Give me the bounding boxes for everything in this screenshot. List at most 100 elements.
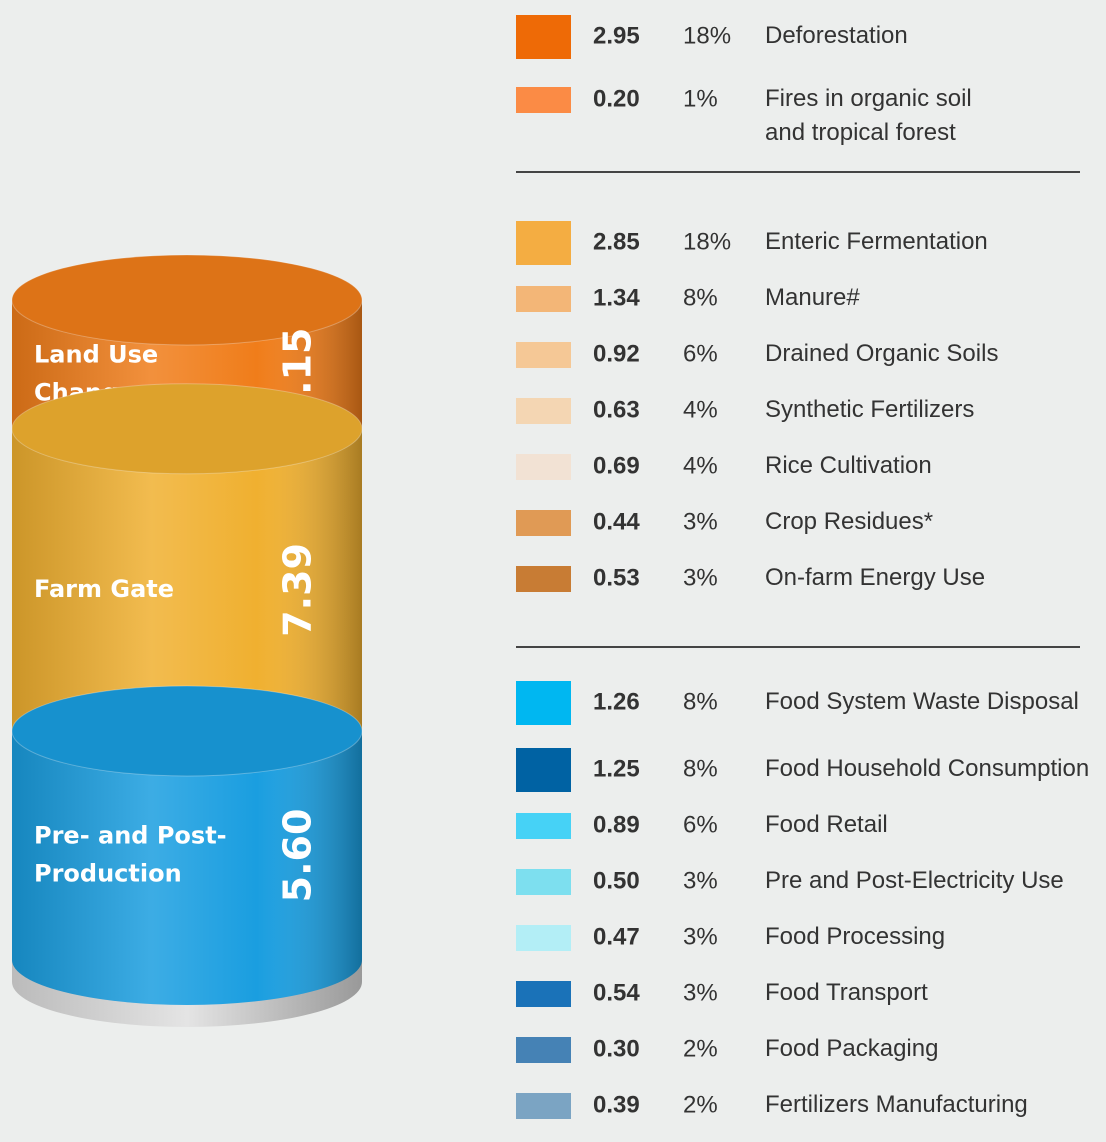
- item-value: 0.39: [593, 1091, 640, 1118]
- segment-top: [11, 254, 363, 346]
- segment-value: 7.39: [276, 543, 320, 637]
- item-label-line: On-farm Energy Use: [765, 564, 985, 591]
- legend-swatch: [516, 342, 571, 368]
- item-value: 0.69: [593, 452, 640, 479]
- segment-top-shade: [12, 686, 362, 777]
- item-label-line: Food Processing: [765, 923, 945, 950]
- item-share: 4%: [683, 396, 718, 423]
- legend-swatch: [516, 748, 571, 792]
- legend-swatch: [516, 286, 571, 312]
- segment-shade: [12, 428, 362, 776]
- item-share: 18%: [683, 228, 731, 255]
- item-label-line: Drained Organic Soils: [765, 340, 998, 367]
- item-label-line: Synthetic Fertilizers: [765, 396, 974, 423]
- item-label: On-farm Energy Use: [765, 564, 985, 591]
- item-label-line: Food Household Consumption: [765, 755, 1089, 782]
- segment-value: 5.60: [276, 809, 320, 903]
- item-value: 0.47: [593, 923, 640, 950]
- item-value: 0.63: [593, 396, 640, 423]
- item-label: Deforestation: [765, 22, 908, 49]
- item-label: Rice Cultivation: [765, 452, 932, 479]
- item-value: 0.53: [593, 564, 640, 591]
- legend-swatch: [516, 398, 571, 424]
- item-share: 8%: [683, 284, 718, 311]
- segment-top-shade: [12, 383, 362, 474]
- item-share: 3%: [683, 564, 718, 591]
- item-label: Enteric Fermentation: [765, 228, 988, 255]
- legend-swatch: [516, 925, 571, 951]
- item-share: 2%: [683, 1035, 718, 1062]
- segment-label: Pre- and Post- Production: [34, 822, 227, 888]
- item-value: 0.20: [593, 85, 640, 112]
- item-value: 1.26: [593, 688, 640, 715]
- legend-swatch: [516, 813, 571, 839]
- item-label: Food Processing: [765, 923, 945, 950]
- item-share: 3%: [683, 979, 718, 1006]
- item-label-line: Food Packaging: [765, 1035, 938, 1062]
- segment-top: [11, 383, 363, 475]
- legend-swatch: [516, 1037, 571, 1063]
- item-label-line: Fires in organic soil: [765, 85, 972, 112]
- item-label: Drained Organic Soils: [765, 340, 998, 367]
- segment-top-shade: [12, 255, 362, 345]
- item-label-line: Food Transport: [765, 979, 928, 1006]
- item-value: 2.95: [593, 22, 640, 49]
- legend-swatch: [516, 981, 571, 1007]
- legend-swatch: [516, 1093, 571, 1119]
- item-value: 1.25: [593, 755, 640, 782]
- item-label: Manure#: [765, 284, 860, 311]
- item-label: Food Packaging: [765, 1035, 938, 1062]
- item-share: 1%: [683, 85, 718, 112]
- item-share: 18%: [683, 22, 731, 49]
- item-label: Fertilizers Manufacturing: [765, 1091, 1028, 1118]
- legend-swatch: [516, 87, 571, 113]
- item-share: 8%: [683, 755, 718, 782]
- legend-swatch: [516, 869, 571, 895]
- item-value: 1.34: [593, 284, 640, 311]
- item-label: Food System Waste Disposal: [765, 688, 1079, 715]
- item-label-line: and tropical forest: [765, 119, 956, 146]
- legend-swatch: [516, 221, 571, 265]
- segment-label-line: Land Use: [34, 340, 158, 368]
- item-label: Food Household Consumption: [765, 755, 1089, 782]
- item-label-line: Food System Waste Disposal: [765, 688, 1079, 715]
- item-label-line: Fertilizers Manufacturing: [765, 1091, 1028, 1118]
- item-value: 0.50: [593, 867, 640, 894]
- item-share: 6%: [683, 340, 718, 367]
- item-share: 6%: [683, 811, 718, 838]
- item-label: Crop Residues*: [765, 508, 933, 535]
- legend-swatch: [516, 454, 571, 480]
- item-label: Fires in organic soil and tropical forest: [765, 85, 972, 146]
- item-label-line: Food Retail: [765, 811, 888, 838]
- item-value: 0.92: [593, 340, 640, 367]
- item-label: Food Retail: [765, 811, 888, 838]
- item-value: 0.44: [593, 508, 640, 535]
- item-label-line: Deforestation: [765, 22, 908, 49]
- item-label-line: Crop Residues*: [765, 508, 933, 535]
- item-share: 2%: [683, 1091, 718, 1118]
- segment-label: Farm Gate: [34, 575, 174, 603]
- item-value: 0.30: [593, 1035, 640, 1062]
- item-label: Synthetic Fertilizers: [765, 396, 974, 423]
- segment-label-line: Farm Gate: [34, 575, 174, 603]
- segment-label-line: Pre- and Post-: [34, 822, 227, 850]
- item-value: 0.89: [593, 811, 640, 838]
- legend-swatch: [516, 681, 571, 725]
- item-label-line: Pre and Post-Electricity Use: [765, 867, 1064, 894]
- item-share: 8%: [683, 688, 718, 715]
- legend-swatch: [516, 566, 571, 592]
- segment-label-line: Production: [34, 860, 182, 888]
- item-value: 0.54: [593, 979, 640, 1006]
- item-share: 3%: [683, 867, 718, 894]
- item-share: 4%: [683, 452, 718, 479]
- legend-swatch: [516, 510, 571, 536]
- item-label-line: Manure#: [765, 284, 860, 311]
- segment-top: [11, 685, 363, 777]
- item-label-line: Rice Cultivation: [765, 452, 932, 479]
- item-label: Food Transport: [765, 979, 928, 1006]
- item-share: 3%: [683, 923, 718, 950]
- item-label-line: Enteric Fermentation: [765, 228, 988, 255]
- item-label: Pre and Post-Electricity Use: [765, 867, 1064, 894]
- legend-swatch: [516, 15, 571, 59]
